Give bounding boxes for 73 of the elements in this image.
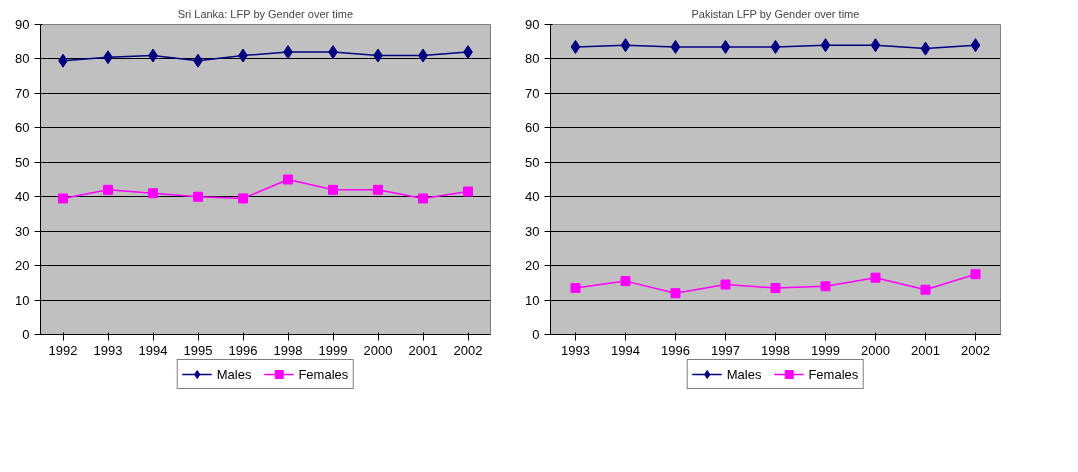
point	[620, 276, 631, 287]
chart-title: Pakistan LFP by Gender over time	[691, 7, 860, 20]
y-tick-label: 30	[15, 223, 30, 239]
point	[870, 272, 881, 283]
point	[148, 188, 158, 199]
point	[770, 283, 781, 293]
y-tick-label: 40	[525, 189, 540, 205]
x-tick-label: 1998	[761, 342, 790, 358]
y-tick-label: 50	[15, 154, 30, 170]
point	[720, 39, 731, 54]
y-tick-label: 70	[525, 85, 540, 101]
x-tick-label: 1992	[48, 342, 78, 358]
y-tick-label: 60	[525, 120, 540, 136]
x-tick-label: 2001	[408, 342, 438, 358]
point	[463, 186, 473, 197]
y-tick-label: 0	[22, 327, 30, 342]
point	[920, 284, 931, 295]
y-tick-label: 80	[15, 51, 30, 67]
point	[870, 38, 881, 53]
y-tick-label: 10	[525, 292, 540, 308]
point	[670, 288, 681, 299]
x-tick-label: 1997	[711, 342, 740, 358]
x-tick-label: 1995	[183, 342, 213, 358]
legend-label: Females	[808, 366, 859, 382]
y-tick-label: 80	[525, 51, 540, 67]
point	[283, 174, 293, 185]
legend-label: Males	[726, 366, 762, 382]
x-tick-label: 1994	[138, 342, 168, 358]
x-tick-label: 2002	[961, 342, 990, 358]
y-tick-label: 0	[532, 327, 540, 342]
point	[373, 184, 383, 195]
point	[920, 41, 931, 56]
x-tick-label: 1993	[561, 342, 590, 358]
x-tick-label: 2002	[453, 342, 483, 358]
point	[570, 39, 581, 54]
point	[820, 281, 831, 292]
x-tick-label: 1999	[811, 342, 840, 358]
y-tick-label: 10	[15, 292, 30, 308]
y-tick-label: 70	[15, 85, 30, 101]
y-tick-label: 90	[525, 17, 540, 32]
point	[970, 38, 981, 53]
x-tick-label: 1996	[661, 342, 690, 358]
x-tick-label: 2000	[363, 342, 393, 358]
y-tick-label: 60	[15, 120, 30, 136]
legend-label: Females	[298, 366, 349, 382]
y-tick-label: 90	[15, 17, 30, 32]
y-tick-label: 20	[525, 258, 540, 274]
x-tick-label: 1994	[611, 342, 640, 358]
point	[58, 193, 68, 204]
chart-title: Sri Lanka: LFP by Gender over time	[177, 7, 354, 20]
point	[670, 39, 681, 54]
point	[103, 184, 113, 195]
point	[820, 38, 831, 53]
point	[720, 279, 731, 290]
point	[328, 184, 338, 195]
x-tick-label: 1993	[93, 342, 123, 358]
y-tick-label: 20	[15, 258, 30, 274]
y-tick-label: 30	[525, 223, 540, 239]
x-tick-label: 1998	[273, 342, 303, 358]
point	[193, 191, 203, 202]
x-tick-label: 1996	[228, 342, 258, 358]
point	[570, 283, 581, 293]
point	[620, 38, 631, 53]
y-tick-label: 50	[525, 154, 540, 170]
x-tick-label: 2001	[911, 342, 940, 358]
x-tick-label: 1999	[318, 342, 348, 358]
legend-label: Males	[216, 366, 252, 382]
y-tick-label: 40	[15, 189, 30, 205]
point	[970, 269, 981, 280]
point	[770, 39, 781, 54]
x-tick-label: 2000	[861, 342, 890, 358]
point	[238, 193, 248, 204]
point	[418, 193, 428, 204]
